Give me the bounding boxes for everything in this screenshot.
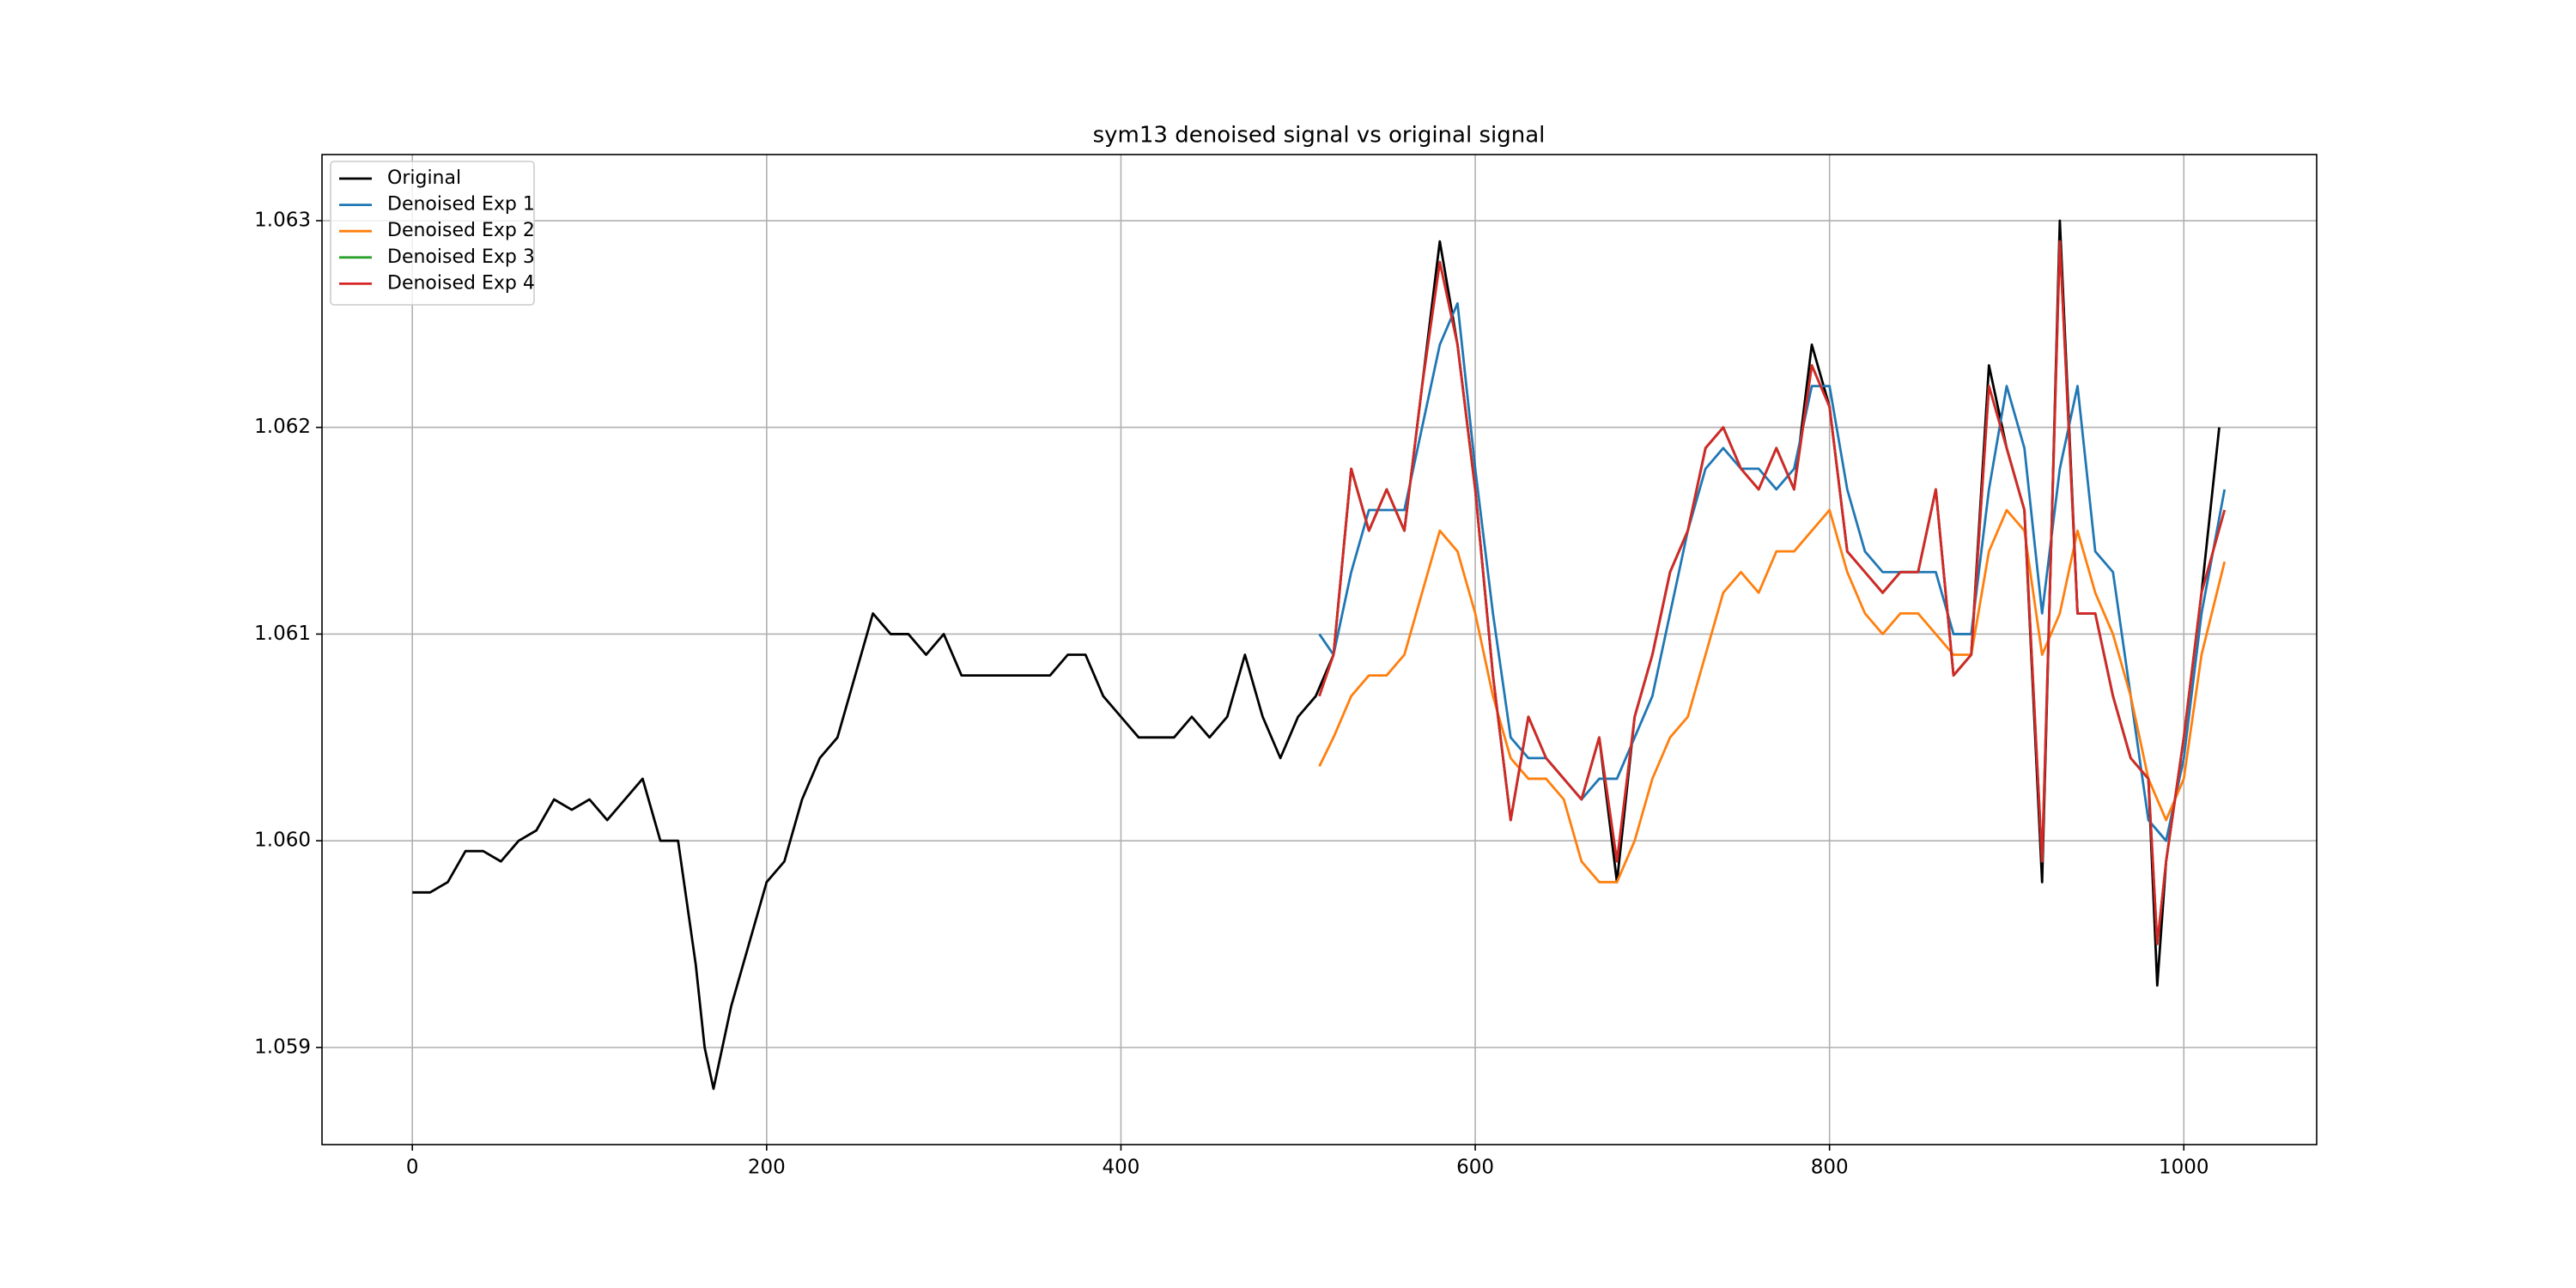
- legend-text: Denoised Exp 4: [387, 272, 535, 294]
- x-tick-label: 400: [1102, 1157, 1139, 1179]
- x-tick-label: 200: [748, 1157, 786, 1179]
- x-tick-label: 0: [406, 1157, 419, 1179]
- series-line: [1318, 240, 2227, 945]
- series-line: [1318, 240, 2227, 945]
- x-tick-label: 800: [1811, 1157, 1849, 1179]
- y-tick-label: 1.062: [254, 416, 311, 438]
- y-tick-label: 1.061: [254, 623, 311, 645]
- x-tick-label: 1000: [2159, 1157, 2209, 1179]
- chart-title: sym13 denoised signal vs original signal: [1093, 123, 1546, 149]
- legend-text: Denoised Exp 2: [387, 220, 535, 241]
- legend-box: [330, 161, 535, 306]
- legend-text: Denoised Exp 1: [387, 194, 535, 216]
- y-tick-label: 1.059: [254, 1036, 311, 1058]
- legend-text: Original: [387, 167, 461, 189]
- series-line: [412, 219, 2221, 1091]
- legend-text: Denoised Exp 3: [387, 246, 535, 268]
- series-line: [1318, 508, 2227, 884]
- x-tick-label: 600: [1456, 1157, 1494, 1179]
- y-tick-label: 1.060: [254, 829, 311, 852]
- y-tick-label: 1.063: [254, 210, 311, 232]
- plot-frame: [321, 154, 2318, 1145]
